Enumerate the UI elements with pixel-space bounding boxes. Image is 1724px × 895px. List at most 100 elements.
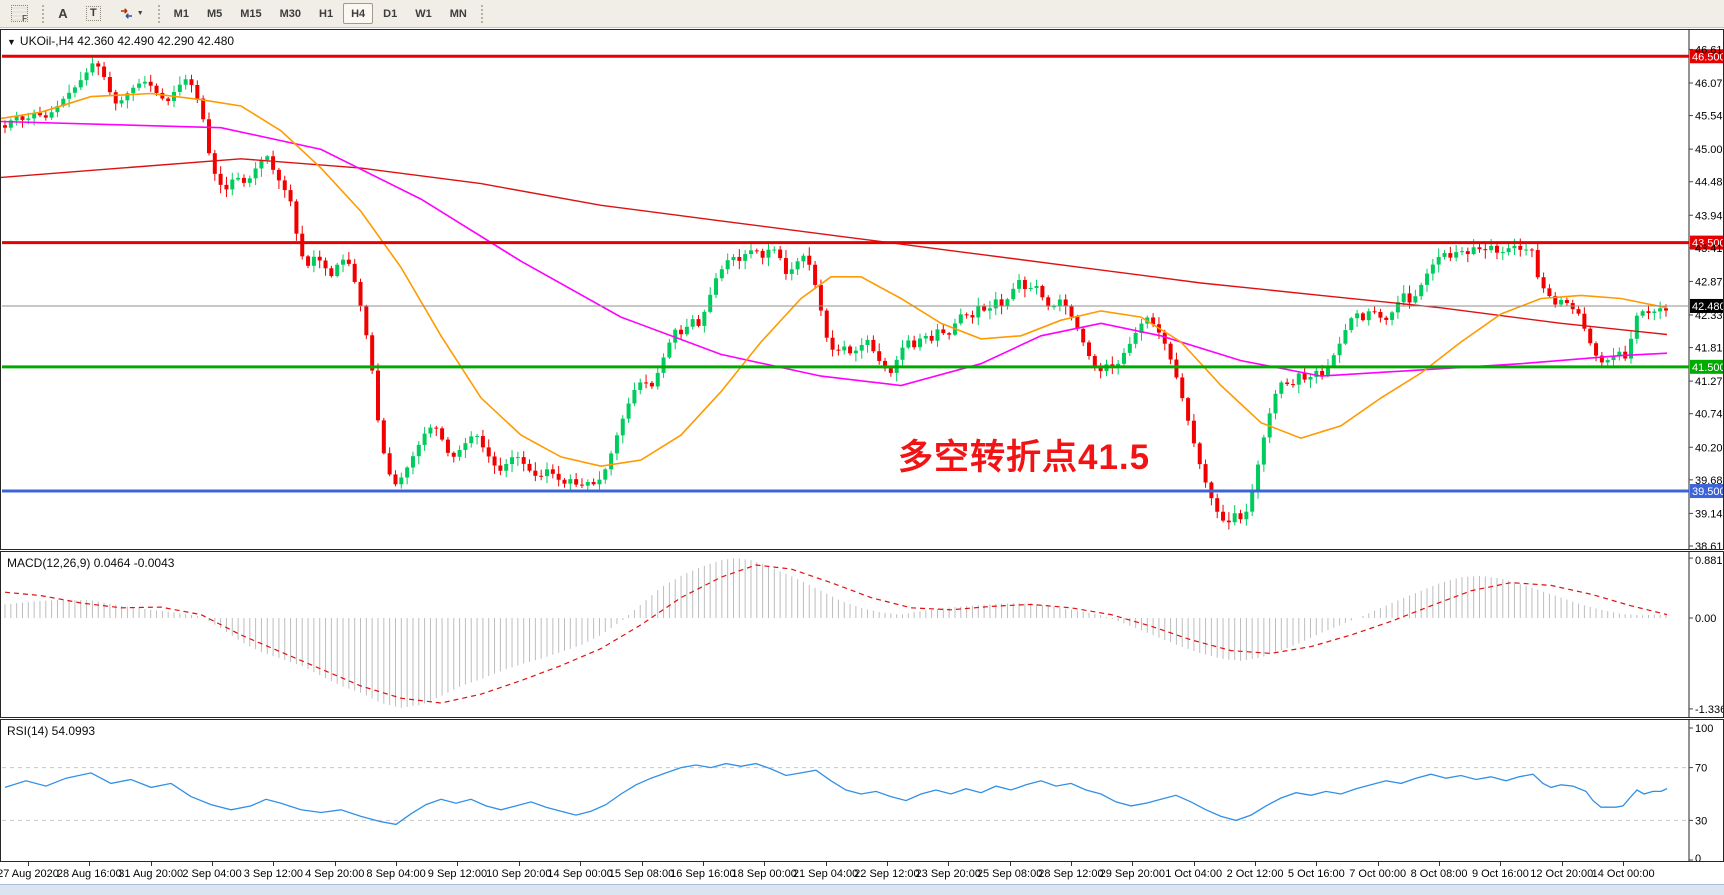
toolbar-grip[interactable] <box>480 4 483 23</box>
time-tick <box>28 862 29 866</box>
double-arrow-icon <box>120 8 132 19</box>
svg-text:30: 30 <box>1695 815 1707 827</box>
svg-text:0: 0 <box>1695 853 1701 861</box>
dropdown-caret-icon: ▼ <box>136 10 144 17</box>
svg-text:0.8812: 0.8812 <box>1695 555 1723 567</box>
svg-text:40.745: 40.745 <box>1695 409 1723 421</box>
dock-icon: F <box>11 5 28 23</box>
time-tick <box>518 862 520 866</box>
time-tick <box>764 862 766 866</box>
svg-text:40.205: 40.205 <box>1695 442 1723 454</box>
svg-text:42.875: 42.875 <box>1695 276 1723 288</box>
time-tick <box>702 862 704 866</box>
timeframe-button-m1[interactable]: M1 <box>166 3 197 24</box>
svg-text:45.545: 45.545 <box>1695 111 1723 123</box>
symbol-dropdown-icon[interactable]: ▼ <box>7 37 16 47</box>
svg-text:44.480: 44.480 <box>1695 177 1723 189</box>
timeframe-button-h1[interactable]: H1 <box>311 3 341 24</box>
time-label: 4 Sep 20:00 <box>305 868 365 880</box>
time-label: 2 Oct 12:00 <box>1226 868 1284 880</box>
svg-text:39.500: 39.500 <box>1692 486 1723 498</box>
timeframe-button-m5[interactable]: M5 <box>199 3 230 24</box>
time-tick <box>1561 862 1563 866</box>
svg-text:100: 100 <box>1695 723 1713 735</box>
time-tick <box>212 862 214 866</box>
time-label: 14 Oct 00:00 <box>1591 868 1655 880</box>
toolbar-grip[interactable] <box>42 4 44 23</box>
time-tick <box>396 862 398 866</box>
toolbar-grip[interactable] <box>157 4 160 23</box>
timeframe-button-h4[interactable]: H4 <box>343 3 374 24</box>
dock-tool-button[interactable]: F <box>3 3 36 24</box>
timeframe-button-w1[interactable]: W1 <box>407 3 440 24</box>
svg-text:46.610: 46.610 <box>1695 44 1723 56</box>
text-tool-button[interactable]: A <box>50 3 76 24</box>
svg-text:0.00: 0.00 <box>1695 613 1716 625</box>
time-label: 22 Sep 12:00 <box>854 868 920 880</box>
rsi-title: RSI(14) 54.0993 <box>7 724 96 738</box>
svg-text:43.940: 43.940 <box>1695 210 1723 222</box>
price-chart-pane[interactable]: ▼ UKOil-,H4 42.360 42.490 42.290 42.480 多… <box>0 29 1724 550</box>
svg-text:42.480: 42.480 <box>1692 301 1723 313</box>
svg-text:42.335: 42.335 <box>1695 310 1723 322</box>
text-tool-label: A <box>58 6 68 21</box>
time-tick <box>1070 862 1072 866</box>
time-label: 21 Sep 04:00 <box>792 868 859 880</box>
time-label: 5 Oct 16:00 <box>1287 868 1345 880</box>
time-tick <box>1255 862 1256 866</box>
top-toolbar: F A T ▼ M1 M5 M15 M30 H1 H4 D1 W1 MN <box>0 0 1724 28</box>
time-tick <box>580 862 582 866</box>
svg-text:41.810: 41.810 <box>1695 343 1723 355</box>
macd-title: MACD(12,26,9) 0.0464 -0.0043 <box>7 556 175 570</box>
time-axis[interactable]: 27 Aug 2020 28 Aug 16:00 31 Aug 20:00 2 Sep… <box>0 862 1724 884</box>
timeframe-toolbar: M1 M5 M15 M30 H1 H4 D1 W1 MN <box>165 3 476 24</box>
rsi-indicator-pane[interactable]: RSI(14) 54.0993 100 70 30 0 <box>0 719 1724 862</box>
chart-title: ▼ UKOil-,H4 42.360 42.490 42.290 42.480 <box>7 34 234 48</box>
time-tick <box>273 862 275 866</box>
rsi-canvas: 100 70 30 0 <box>2 720 1713 861</box>
macd-indicator-pane[interactable]: MACD(12,26,9) 0.0464 -0.0043 0.8812 0.00 -… <box>0 551 1724 718</box>
svg-text:41.500: 41.500 <box>1692 362 1723 374</box>
time-label: 10 Sep 20:00 <box>486 868 552 880</box>
svg-text:70: 70 <box>1695 763 1707 775</box>
time-label: 31 Aug 20:00 <box>118 868 184 880</box>
svg-text:41.270: 41.270 <box>1695 376 1723 388</box>
time-tick <box>641 862 643 866</box>
timeframe-button-m15[interactable]: M15 <box>232 3 269 24</box>
time-label: 16 Sep 16:00 <box>670 868 736 880</box>
svg-text:-1.3368: -1.3368 <box>1695 704 1723 716</box>
timeframe-button-m30[interactable]: M30 <box>272 3 309 24</box>
rsi-line <box>4 762 1668 826</box>
time-label: 28 Aug 16:00 <box>56 868 122 880</box>
price-chart-canvas: 46.500 43.500 42.480 41.500 39.500 46.610 46.0… <box>1 30 1723 549</box>
svg-text:39.140: 39.140 <box>1695 508 1723 520</box>
time-label: 12 Oct 20:00 <box>1530 868 1594 880</box>
candles <box>3 57 1668 530</box>
time-tick <box>1377 862 1379 866</box>
time-label: 27 Aug 2020 <box>0 868 59 880</box>
time-tick <box>334 862 336 866</box>
time-label: 8 Oct 08:00 <box>1410 868 1468 880</box>
time-tick <box>1623 862 1625 866</box>
ohlc-values: 42.360 42.490 42.290 42.480 <box>77 34 235 48</box>
text-label-tool-button[interactable]: T <box>78 3 109 24</box>
ma-fast-line <box>1 92 1668 468</box>
timeframe-button-mn[interactable]: MN <box>442 3 475 24</box>
time-tick <box>457 862 459 866</box>
arrows-tool-button[interactable]: ▼ <box>111 3 152 24</box>
chart-annotation: 多空转折点41.5 <box>898 438 1151 477</box>
time-label: 25 Sep 08:00 <box>976 868 1043 880</box>
svg-text:45.005: 45.005 <box>1695 144 1723 156</box>
svg-text:43.500: 43.500 <box>1692 238 1723 250</box>
timeframe-button-d1[interactable]: D1 <box>375 3 405 24</box>
time-tick <box>150 862 152 866</box>
time-tick <box>1193 862 1195 866</box>
time-label: 2 Sep 04:00 <box>182 868 242 880</box>
time-label: 29 Sep 20:00 <box>1099 868 1166 880</box>
time-label: 18 Sep 00:00 <box>731 868 797 880</box>
time-tick <box>825 862 827 866</box>
time-label: 3 Sep 12:00 <box>243 868 304 880</box>
svg-text:46.500: 46.500 <box>1692 51 1723 63</box>
ma-mid-line <box>1 120 1668 387</box>
time-label: 9 Oct 16:00 <box>1471 868 1529 880</box>
